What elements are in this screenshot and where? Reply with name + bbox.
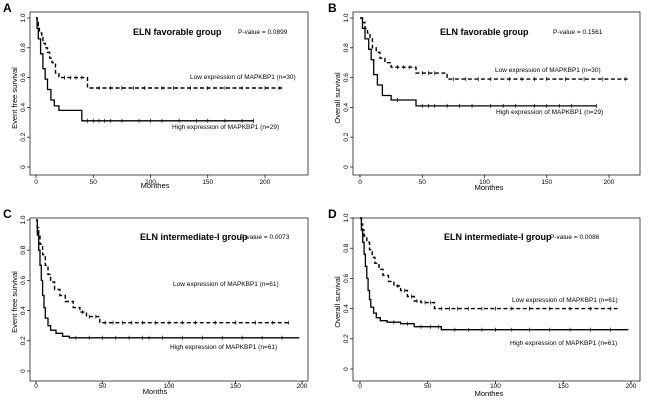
x-axis-label: Monthes (475, 389, 504, 398)
x-tick-label: 50 (90, 179, 98, 186)
x-tick-label: 0 (358, 179, 362, 186)
y-tick-label: 0.4 (20, 306, 27, 315)
y-tick-label: 1.0 (20, 215, 27, 224)
plot-frame (29, 11, 309, 176)
x-tick-label: 0 (358, 383, 362, 390)
x-axis-label: Monthes (141, 181, 170, 190)
chart-title: ELN favorable group (440, 27, 529, 37)
low-expression-label: Low expression of MAPKBP1 (n=30) (495, 67, 601, 74)
x-tick-label: 50 (419, 179, 427, 186)
x-tick-label: 200 (260, 179, 271, 186)
high-expression-label: High expression of MAPKBP1 (n=29) (496, 109, 603, 116)
km-panel-b: B ELN favorable group P-value = 0.1561 0 0.2… (328, 1, 641, 192)
x-tick-label: 100 (164, 383, 175, 390)
plot-frame (352, 11, 641, 176)
y-tick-label: 0.8 (343, 43, 350, 52)
km-panel-a: A ELN favorable group P-value = 0.0899 0 0.2… (3, 1, 309, 190)
y-tick-label: 0.6 (20, 73, 27, 82)
chart-title: ELN favorable group (133, 27, 222, 37)
p-value-label: P-value = 0.0086 (550, 234, 600, 241)
x-tick-label: 100 (145, 179, 156, 186)
x-tick-label: 0 (34, 179, 38, 186)
x-tick-label: 150 (558, 383, 569, 390)
x-tick-label: 150 (541, 179, 552, 186)
high-expression-curve (36, 219, 300, 339)
low-expression-label: Low expression of MAPKBP1 (n=30) (190, 74, 296, 81)
x-tick-label: 0 (34, 383, 38, 390)
x-tick-label: 200 (297, 383, 308, 390)
high-expression-curve (360, 17, 597, 107)
y-axis-label: Event free survival (10, 67, 19, 129)
low-expression-curve (36, 17, 283, 89)
y-tick-label: 0.4 (343, 103, 350, 112)
y-tick-label: 0.6 (20, 276, 27, 285)
y-tick-label: 0 (20, 369, 27, 373)
plot-frame (352, 217, 641, 382)
x-tick-label: 150 (202, 179, 213, 186)
y-tick-label: 0.2 (20, 132, 27, 141)
x-tick-label: 100 (490, 383, 501, 390)
y-tick-label: 0.2 (343, 132, 350, 141)
y-tick-label: 0 (20, 165, 27, 169)
x-axis-label: Monthes (475, 183, 504, 192)
plot-frame (29, 217, 309, 382)
high-expression-label: High expression of MAPKBP1 (n=61) (510, 340, 617, 347)
high-expression-label: High expression of MAPKBP1 (n=29) (172, 124, 279, 131)
p-value-label: P-value = 0.1561 (553, 29, 603, 36)
x-axis-label: Months (143, 387, 168, 396)
y-tick-label: 0.2 (343, 334, 350, 343)
x-tick-label: 100 (479, 179, 490, 186)
y-tick-label: 1.0 (343, 13, 350, 22)
high-expression-label: High expression of MAPKBP1 (n=61) (170, 344, 277, 351)
high-expression-curve (360, 217, 629, 331)
y-tick-label: 1.0 (20, 13, 27, 22)
y-tick-label: 0 (343, 367, 350, 371)
panel-letter: B (328, 1, 337, 15)
low-expression-curve (36, 219, 289, 324)
y-axis-label: Overall survival (333, 276, 342, 328)
p-value-label: P-value = 0.0899 (238, 29, 288, 36)
y-tick-label: 0.2 (20, 336, 27, 345)
chart-title: ELN intermediate-I group (140, 232, 248, 242)
x-tick-label: 150 (230, 383, 241, 390)
y-tick-label: 0.6 (343, 73, 350, 82)
y-tick-label: 0.8 (20, 43, 27, 52)
x-tick-label: 50 (99, 383, 107, 390)
low-expression-curve (360, 217, 618, 310)
low-expression-label: Low expression of MAPKBP1 (n=61) (512, 297, 618, 304)
high-expression-curve (36, 17, 254, 122)
y-tick-label: 0.8 (20, 245, 27, 254)
y-tick-label: 0.6 (343, 274, 350, 283)
x-tick-label: 50 (424, 383, 432, 390)
low-expression-curve (360, 17, 628, 80)
panel-letter: A (3, 1, 12, 15)
chart-title: ELN intermediate-I group (444, 232, 552, 242)
y-tick-label: 0.8 (343, 243, 350, 252)
p-value-label: P-value = 0.0073 (240, 234, 290, 241)
y-axis-label: Overall survival (333, 72, 342, 124)
panel-letter: D (328, 207, 337, 221)
low-expression-label: Low expression of MAPKBP1 (n=61) (173, 281, 279, 288)
y-tick-label: 0.4 (20, 103, 27, 112)
y-tick-label: 0 (343, 165, 350, 169)
x-tick-label: 200 (626, 383, 637, 390)
y-tick-label: 0.4 (343, 304, 350, 313)
panel-letter: C (3, 207, 12, 221)
y-axis-label: Event free survival (10, 271, 19, 333)
y-tick-label: 1.0 (343, 213, 350, 222)
x-tick-label: 200 (604, 179, 615, 186)
